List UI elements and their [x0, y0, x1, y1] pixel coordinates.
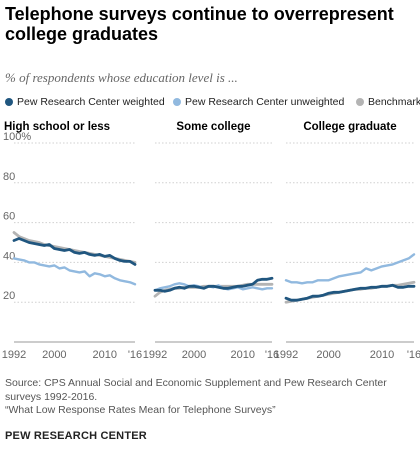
y-tick-label: 40 — [3, 250, 15, 262]
series-line-weighted — [284, 283, 416, 302]
x-tick-label: 2000 — [182, 349, 206, 361]
legend-label-weighted: Pew Research Center weighted — [17, 96, 165, 108]
x-tick-label: 2000 — [42, 349, 66, 361]
y-tick-label: 80 — [3, 171, 15, 183]
chart-title: Telephone surveys continue to overrepres… — [5, 4, 394, 44]
legend-swatch-weighted — [5, 98, 13, 106]
credit-line: PEW RESEARCH CENTER — [5, 430, 147, 442]
legend-label-benchmark: Benchmark — [368, 96, 420, 108]
legend-item-weighted: Pew Research Center weighted — [5, 96, 165, 108]
source-note: Source: CPS Annual Social and Economic S… — [5, 377, 417, 418]
x-tick-label: 1992 — [2, 349, 26, 361]
series-line-weighted — [153, 276, 274, 293]
legend-swatch-benchmark — [356, 98, 364, 106]
x-tick-label: 2010 — [93, 349, 117, 361]
x-tick-label: 1992 — [143, 349, 167, 361]
x-tick-label: '16 — [128, 349, 142, 361]
panel-title: Some college — [176, 121, 250, 133]
source-line-1: Source: CPS Annual Social and Economic S… — [5, 377, 387, 403]
y-tick-label: 20 — [3, 290, 15, 302]
chart-subtitle: % of respondents whose education level i… — [5, 70, 238, 85]
x-tick-label: 2010 — [231, 349, 255, 361]
source-line-2: “What Low Response Rates Mean for Teleph… — [5, 404, 276, 416]
series-line-weighted — [12, 237, 137, 266]
y-tick-label: 100% — [3, 131, 31, 143]
x-tick-label: 2000 — [316, 349, 340, 361]
legend-label-unweighted: Pew Research Center unweighted — [185, 96, 345, 108]
x-tick-label: 1992 — [274, 349, 298, 361]
legend: Pew Research Center weighted Pew Researc… — [2, 96, 420, 112]
x-tick-label: '16 — [265, 349, 279, 361]
y-tick-label: 60 — [3, 211, 15, 223]
series-line-unweighted — [284, 253, 416, 285]
series-line-unweighted — [12, 257, 137, 286]
x-tick-label: '16 — [407, 349, 420, 361]
legend-item-unweighted: Pew Research Center unweighted — [173, 96, 344, 108]
legend-item-benchmark: Benchmark — [356, 96, 420, 108]
legend-swatch-unweighted — [173, 98, 181, 106]
x-tick-label: 2010 — [370, 349, 394, 361]
line-chart: 20 40 60 80 100%High school or less 1992 2000 2… — [2, 121, 420, 361]
panel-title: College graduate — [303, 121, 396, 133]
panel-title: High school or less — [4, 121, 110, 133]
